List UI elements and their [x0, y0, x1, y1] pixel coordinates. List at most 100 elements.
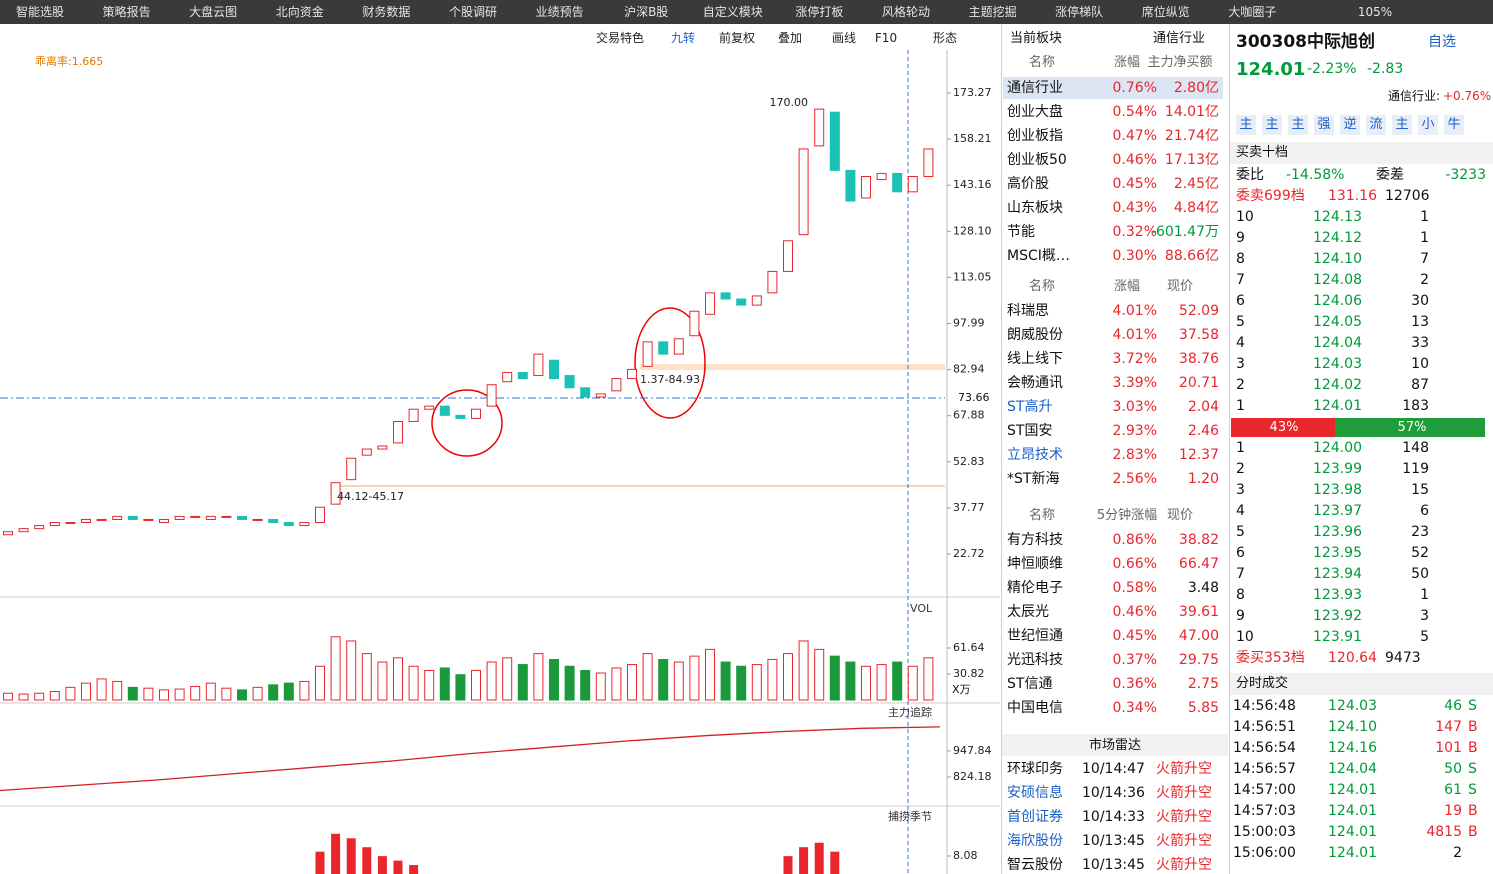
side: S — [1468, 782, 1477, 798]
menu-item[interactable]: 自定义模块 — [702, 5, 763, 19]
volume: 12706 — [1385, 188, 1430, 204]
stock-name[interactable]: 创业板50 — [1007, 152, 1067, 168]
candle — [861, 176, 871, 199]
candle — [127, 515, 138, 520]
menu-item[interactable]: 席位纵览 — [1141, 5, 1190, 19]
tab[interactable]: 流 — [1369, 117, 1383, 132]
candle — [533, 353, 544, 377]
stock-name[interactable]: 会畅通讯 — [1007, 375, 1063, 391]
time: 14:56:57 — [1233, 761, 1296, 777]
annotation: 170.00 — [770, 96, 809, 109]
stock-name[interactable]: *ST新海 — [1007, 471, 1060, 487]
price: 124.01 — [1328, 803, 1377, 819]
price: 124.10 — [1328, 719, 1377, 735]
candle — [159, 518, 169, 524]
menu-item[interactable]: 财务数据 — [362, 5, 411, 19]
candle — [439, 405, 450, 416]
stock-name[interactable]: 创业大盘 — [1007, 104, 1063, 120]
tab[interactable]: 强 — [1317, 117, 1331, 132]
price: 124.03 — [1313, 356, 1362, 372]
stock-name[interactable]: 科瑞思 — [1007, 303, 1049, 319]
tab[interactable]: 主 — [1239, 117, 1253, 132]
toolbar-button[interactable]: 叠加 — [777, 31, 802, 45]
event: 火箭升空 — [1156, 833, 1212, 849]
row-highlight — [1003, 77, 1223, 99]
stock-name[interactable]: ST信通 — [1007, 676, 1053, 692]
stock-name[interactable]: 世纪恒通 — [1007, 628, 1063, 644]
volume-bar — [751, 664, 762, 701]
menu-item[interactable]: 大盘云图 — [189, 5, 238, 19]
toolbar-button[interactable]: F10 — [874, 31, 898, 45]
menu-item[interactable]: 北向资金 — [275, 5, 324, 19]
candle — [424, 405, 435, 410]
volume-bar — [455, 674, 466, 701]
stock-name[interactable]: MSCI概… — [1007, 248, 1070, 264]
stock-name[interactable]: 有方科技 — [1007, 532, 1063, 548]
stock-name[interactable]: 智云股份 — [1007, 857, 1063, 873]
menu-item[interactable]: 涨停梯队 — [1055, 5, 1104, 19]
tab[interactable]: 牛 — [1447, 117, 1461, 132]
level: 6 — [1236, 293, 1245, 309]
menu-item[interactable]: 大咖圈子 — [1228, 5, 1277, 19]
stock-name[interactable]: 首创证券 — [1007, 809, 1063, 825]
tab[interactable]: 小 — [1421, 117, 1435, 132]
change: 3.03% — [1112, 399, 1157, 415]
change: 0.32% — [1112, 224, 1157, 240]
menu-item[interactable]: 业绩预告 — [535, 5, 584, 19]
stock-name[interactable]: ST国安 — [1007, 423, 1053, 439]
stock-name[interactable]: 创业板指 — [1007, 128, 1063, 144]
candle — [361, 448, 372, 456]
stock-name[interactable]: 节能 — [1007, 224, 1035, 240]
value: 2.75 — [1187, 676, 1219, 692]
zoom[interactable]: 105% — [1357, 5, 1393, 19]
stock-name[interactable]: 通信行业 — [1007, 80, 1063, 96]
volume-bar — [829, 655, 840, 701]
menu-item[interactable]: 主题挖掘 — [968, 5, 1017, 19]
stock-name[interactable]: 山东板块 — [1007, 200, 1063, 216]
volume: 13 — [1411, 314, 1429, 330]
stock-name[interactable]: 安硕信息 — [1007, 785, 1063, 801]
toolbar-button[interactable]: 交易特色 — [595, 31, 644, 45]
menu-item[interactable]: 风格轮动 — [881, 5, 930, 19]
menu-item[interactable]: 智能选股 — [15, 5, 64, 19]
stock-name[interactable]: 线上线下 — [1007, 351, 1063, 367]
stock-name[interactable]: 立昂技术 — [1007, 447, 1063, 463]
menu-item[interactable]: 策略报告 — [102, 5, 151, 19]
stock-name[interactable]: 高价股 — [1007, 176, 1049, 192]
candle — [829, 111, 840, 171]
diff: -3233 — [1445, 167, 1486, 183]
watch-button[interactable]: 自选 — [1428, 34, 1456, 50]
candle — [65, 522, 76, 525]
stock-name[interactable]: 环球印务 — [1007, 761, 1063, 777]
menu-item[interactable]: 沪深B股 — [624, 5, 669, 19]
toolbar-button[interactable]: 九转 — [670, 31, 695, 45]
stock-name[interactable]: 太辰光 — [1007, 604, 1049, 620]
tab[interactable]: 主 — [1265, 117, 1279, 132]
volume-bar — [377, 661, 388, 701]
toolbar-button[interactable]: 形态 — [932, 31, 957, 45]
stock-name[interactable]: 坤恒顺维 — [1007, 556, 1063, 572]
event: 火箭升空 — [1156, 857, 1212, 873]
change: 0.46% — [1112, 604, 1157, 620]
tab[interactable]: 逆 — [1343, 117, 1357, 132]
menu-item[interactable]: 涨停打板 — [795, 5, 844, 19]
volume-bar — [34, 692, 45, 701]
stock-name[interactable]: 光迅科技 — [1007, 652, 1063, 668]
value: 47.00 — [1178, 628, 1219, 644]
toolbar-button[interactable]: 前复权 — [718, 31, 755, 45]
volume-bar — [845, 661, 856, 701]
value: 29.75 — [1178, 652, 1219, 668]
stock-name[interactable]: 朗威股份 — [1007, 327, 1063, 343]
tab[interactable]: 主 — [1395, 117, 1409, 132]
side: B — [1468, 740, 1478, 756]
volume-bar — [315, 665, 325, 701]
stock-name[interactable]: 精伦电子 — [1007, 580, 1063, 596]
tab[interactable]: 主 — [1291, 117, 1305, 132]
panel-title: 分时成交 — [1236, 676, 1289, 691]
menu-item[interactable]: 个股调研 — [448, 5, 497, 19]
toolbar-button[interactable]: 画线 — [831, 31, 856, 45]
stock-name[interactable]: 中国电信 — [1007, 700, 1063, 716]
stock-name[interactable]: 海欣股份 — [1007, 833, 1063, 849]
stock-name[interactable]: ST高升 — [1007, 399, 1053, 415]
circle — [431, 389, 503, 457]
